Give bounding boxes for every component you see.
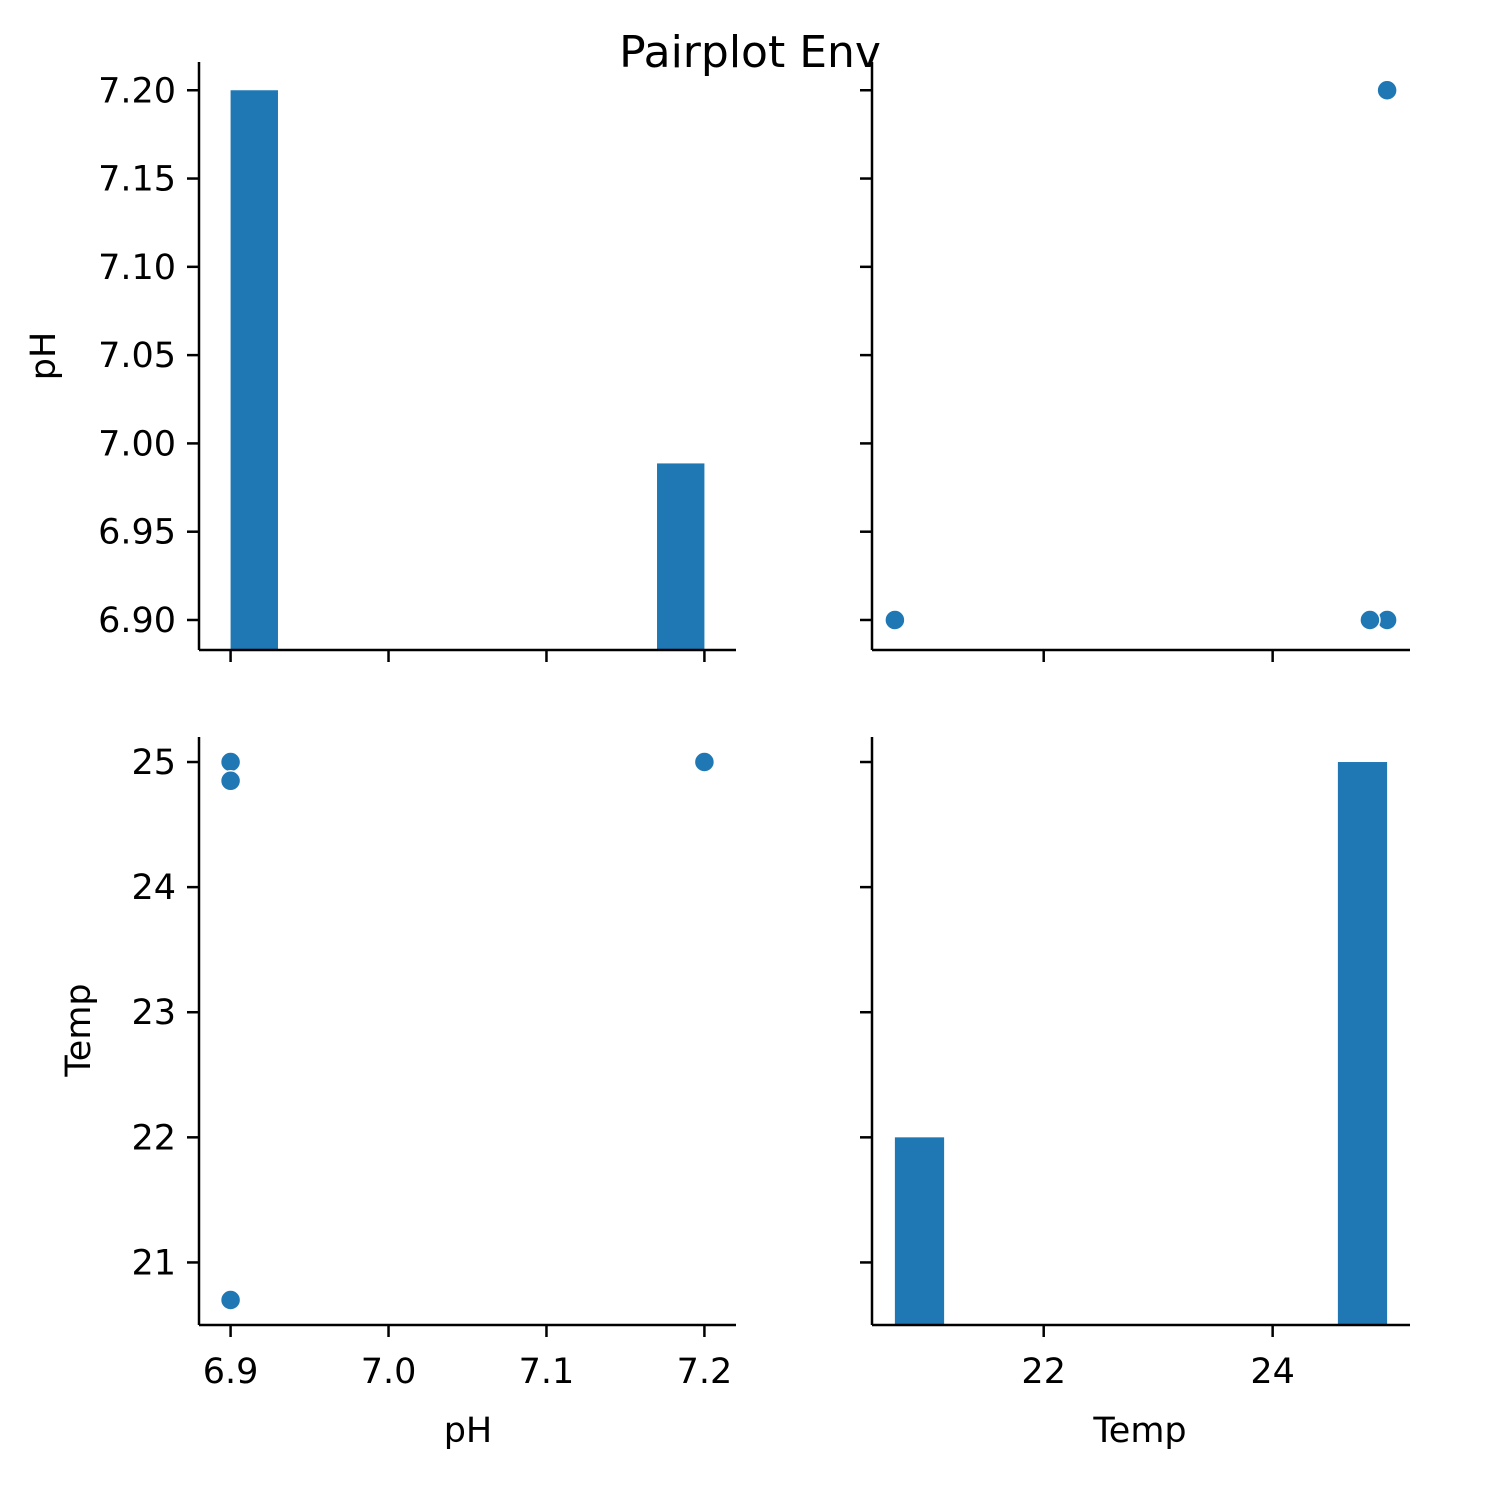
ph-hist-y-tick-label: 7.20 — [98, 71, 176, 111]
ph-hist-bar — [657, 463, 705, 650]
x-axis-label-ph: pH — [444, 1411, 493, 1451]
panel-ph-vs-temp-scatter: 6.9 7.0 7.1 7.2 21 22 23 24 25 — [131, 737, 736, 1392]
y-axis-label-ph: pH — [24, 332, 64, 381]
ph-temp-y-tick-label: 23 — [131, 993, 176, 1033]
ph-temp-point — [219, 751, 242, 773]
ph-hist-y-tick-label: 7.05 — [98, 336, 176, 376]
ph-hist-y-tick-label: 7.00 — [98, 424, 176, 464]
ph-hist-y-tick-label: 6.90 — [98, 601, 176, 641]
temp-ph-point — [884, 609, 906, 631]
temp-hist-x-tick-label: 22 — [1021, 1352, 1066, 1392]
ph-hist-y-tick-label: 6.95 — [98, 513, 176, 553]
panel-ph-histogram: 6.90 6.95 7.00 7.05 7.10 7.15 7.20 — [98, 62, 736, 662]
ph-hist-y-tick-label: 7.10 — [98, 248, 176, 288]
panel-temp-histogram: 22 24 — [860, 737, 1410, 1392]
x-axis-label-temp: Temp — [1092, 1411, 1186, 1451]
temp-ph-point — [1376, 79, 1398, 102]
ph-temp-y-tick-label: 22 — [131, 1118, 176, 1158]
ph-temp-y-tick-label: 25 — [131, 743, 176, 783]
chart-title: Pairplot Env — [619, 27, 881, 78]
ph-temp-x-tick-label: 7.1 — [519, 1352, 575, 1392]
ph-temp-x-tick-label: 6.9 — [203, 1352, 259, 1392]
ph-temp-point — [693, 751, 716, 773]
ph-temp-x-tick-label: 7.2 — [677, 1352, 733, 1392]
panel-temp-vs-ph-scatter — [860, 62, 1410, 662]
ph-temp-y-tick-label: 21 — [131, 1243, 176, 1283]
ph-temp-x-tick-label: 7.0 — [361, 1352, 417, 1392]
ph-temp-y-tick-label: 24 — [131, 868, 176, 908]
temp-hist-x-tick-label: 24 — [1250, 1352, 1295, 1392]
temp-hist-bar — [894, 1137, 945, 1325]
y-axis-label-temp: Temp — [59, 983, 99, 1077]
ph-temp-point — [219, 770, 242, 792]
ph-hist-bar — [230, 90, 278, 650]
temp-hist-bar — [1337, 762, 1388, 1325]
ph-temp-point — [219, 1289, 242, 1311]
ph-hist-y-tick-label: 7.15 — [98, 160, 176, 200]
temp-ph-point — [1359, 609, 1381, 631]
